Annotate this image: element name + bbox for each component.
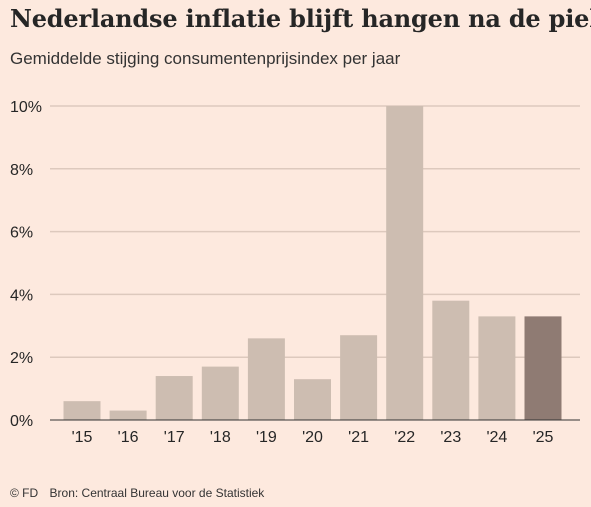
bar: [155, 376, 193, 420]
bar: [340, 335, 378, 420]
chart-title: Nederlandse inflatie blijft hangen na de…: [10, 4, 591, 33]
x-tick-label: '24: [486, 429, 507, 446]
bar: [432, 300, 470, 420]
x-tick-label: '25: [533, 429, 554, 446]
source-note: Bron: Centraal Bureau voor de Statistiek: [49, 486, 265, 500]
y-tick-label: 6%: [10, 225, 33, 242]
inflation-bar-chart: 0% 2% 4% 6% 8% 10% '15 '16 '17 '18 '19 '20 '21 '22 '23…: [10, 99, 580, 446]
bar: [247, 338, 285, 420]
x-tick-label: '20: [302, 429, 323, 446]
x-tick-label: '15: [72, 429, 93, 446]
bar: [524, 316, 562, 420]
bar: [294, 379, 331, 420]
bar: [386, 106, 424, 420]
bar: [109, 410, 147, 420]
y-tick-label: 10%: [10, 99, 42, 116]
y-tick-label: 0%: [10, 413, 33, 430]
bar: [63, 401, 101, 420]
x-tick-label: '18: [210, 429, 231, 446]
bar: [201, 366, 239, 420]
x-tick-label: '16: [118, 429, 139, 446]
y-tick-label: 4%: [10, 287, 33, 304]
x-tick-label: '21: [348, 429, 369, 446]
y-tick-label: 8%: [10, 162, 33, 179]
x-tick-label: '17: [164, 429, 185, 446]
x-tick-label: '22: [394, 429, 415, 446]
x-tick-label: '19: [256, 429, 277, 446]
fd-copyright: © FD: [10, 486, 39, 500]
source-footer: © FD Bron: Centraal Bureau voor de Stati…: [10, 485, 264, 501]
x-tick-label: '23: [440, 429, 461, 446]
bar: [478, 316, 516, 420]
chart-subtitle: Gemiddelde stijging consumentenprijsinde…: [10, 49, 401, 68]
y-tick-label: 2%: [10, 350, 33, 367]
